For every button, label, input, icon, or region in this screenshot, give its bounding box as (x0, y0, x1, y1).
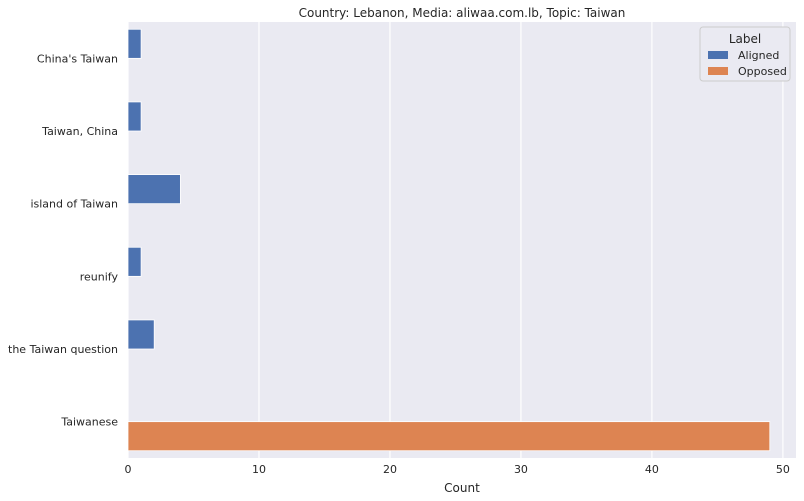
plot-background (128, 22, 796, 458)
chart-title: Country: Lebanon, Media: aliwaa.com.lb, … (299, 6, 626, 20)
legend-label-aligned: Aligned (738, 49, 779, 62)
y-tick-label: Taiwan, China (41, 125, 118, 138)
bar-aligned (127, 319, 155, 350)
x-tick-label: 10 (252, 463, 266, 476)
bar-aligned (127, 101, 142, 132)
y-tick-label: reunify (80, 270, 119, 283)
grid-lines (127, 22, 784, 458)
x-tick-label: 40 (645, 463, 659, 476)
legend-swatch-opposed (708, 67, 728, 75)
bar-opposed (127, 421, 771, 452)
legend-title: Label (729, 32, 761, 46)
x-tick-label: 50 (776, 463, 790, 476)
y-tick-labels: China's Taiwan Taiwan, China island of Tai… (8, 52, 118, 428)
bar-aligned (127, 246, 142, 277)
legend-swatch-aligned (708, 51, 728, 59)
y-tick-label: China's Taiwan (37, 52, 118, 65)
x-tick-label: 20 (383, 463, 397, 476)
legend-label-opposed: Opposed (738, 65, 787, 78)
x-tick-labels: 0 10 20 30 40 50 (125, 463, 790, 476)
x-tick-label: 30 (514, 463, 528, 476)
bar-aligned (127, 28, 142, 59)
x-axis-label: Count (444, 481, 480, 495)
y-tick-label: island of Taiwan (30, 198, 118, 211)
y-tick-label: Taiwanese (60, 416, 118, 429)
legend: Label Aligned Opposed (699, 26, 791, 82)
y-tick-label: the Taiwan question (8, 343, 118, 356)
bars (127, 28, 771, 452)
x-tick-label: 0 (125, 463, 132, 476)
bar-aligned (127, 174, 181, 205)
